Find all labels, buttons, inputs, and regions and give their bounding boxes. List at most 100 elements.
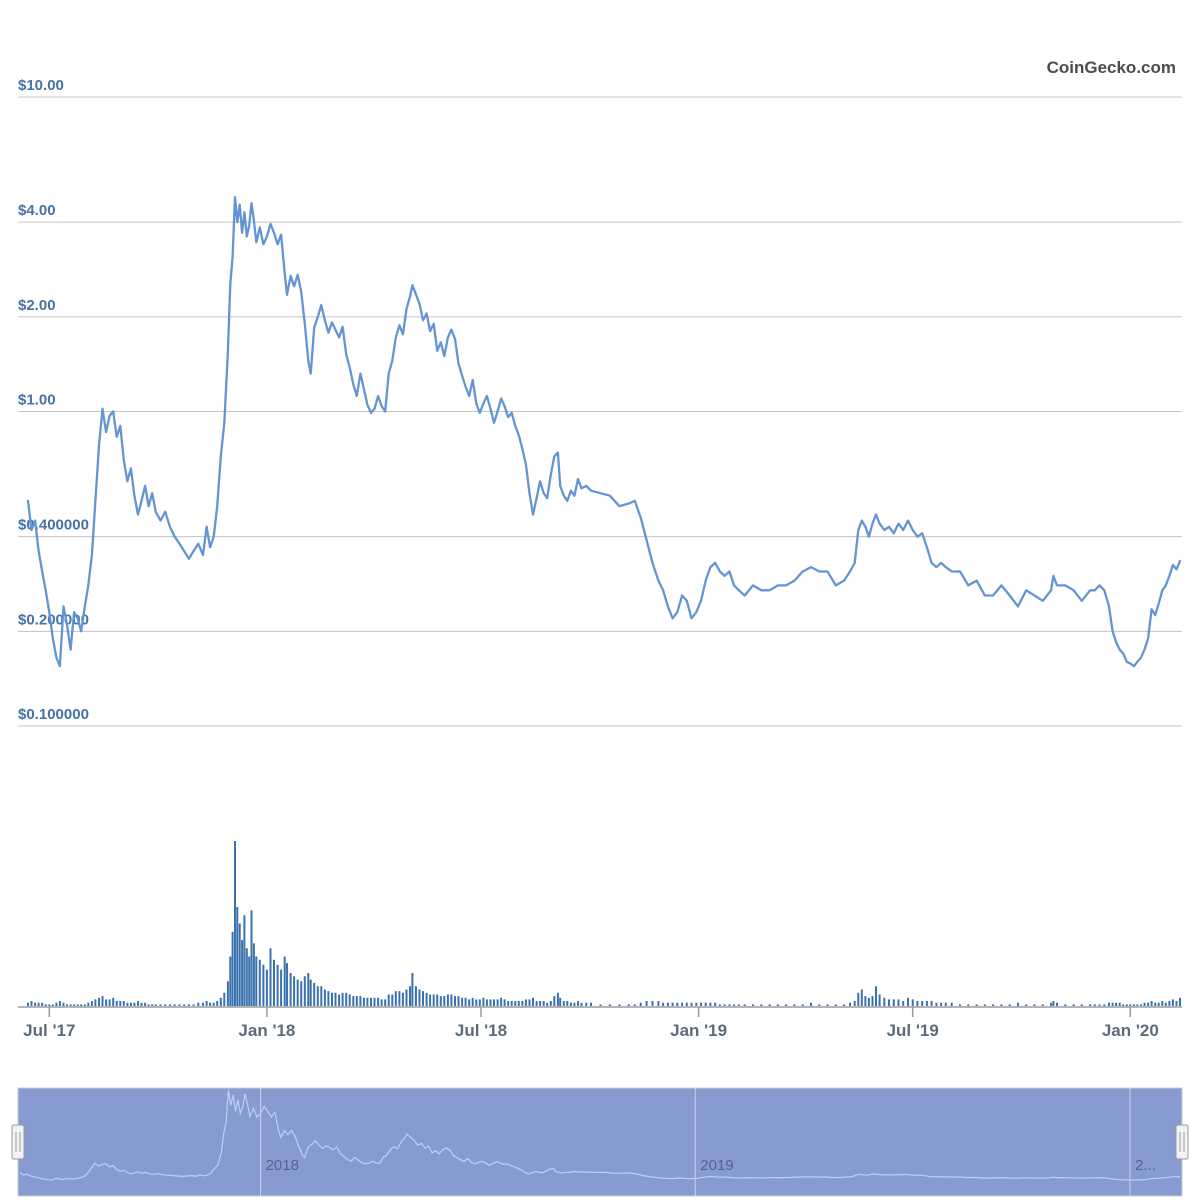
volume-bar bbox=[144, 1002, 147, 1006]
volume-bar bbox=[443, 996, 446, 1006]
coingecko-watermark: CoinGecko.com bbox=[1046, 58, 1176, 77]
x-axis-label: Jul '18 bbox=[455, 1021, 507, 1040]
volume-bar bbox=[83, 1004, 86, 1006]
volume-bar bbox=[345, 992, 348, 1006]
right-scroll-handle-grip[interactable] bbox=[1175, 1124, 1189, 1160]
volume-bar bbox=[580, 1002, 583, 1006]
volume-bar bbox=[457, 996, 460, 1006]
volume-bar bbox=[685, 1002, 688, 1006]
price-line bbox=[26, 196, 1182, 668]
volume-bar bbox=[925, 1001, 928, 1006]
volume-bar bbox=[867, 997, 870, 1007]
navigator-year-label: 2... bbox=[1135, 1157, 1156, 1174]
volume-bar bbox=[450, 994, 453, 1006]
volume-bar bbox=[810, 1002, 812, 1006]
volume-bar bbox=[1052, 1001, 1055, 1006]
volume-bar bbox=[633, 1004, 636, 1006]
volume-bar bbox=[58, 1001, 61, 1006]
volume-bar bbox=[248, 956, 251, 1006]
volume-bar bbox=[129, 1002, 132, 1006]
volume-bar bbox=[289, 973, 292, 1006]
navigator-range-mask[interactable] bbox=[17, 1087, 1183, 1197]
volume-bar bbox=[801, 1004, 804, 1006]
volume-bar bbox=[1150, 1001, 1153, 1006]
volume-bar bbox=[115, 1001, 118, 1006]
volume-bar bbox=[714, 1002, 717, 1006]
volume-bar bbox=[429, 994, 432, 1006]
volume-bar bbox=[975, 1004, 978, 1006]
volume-bar bbox=[1108, 1002, 1110, 1006]
volume-bar bbox=[907, 997, 909, 1007]
y-axis-label: $0.100000 bbox=[18, 706, 89, 723]
volume-bar bbox=[493, 999, 495, 1006]
volume-bar bbox=[341, 992, 344, 1006]
volume-bar bbox=[1098, 1004, 1101, 1006]
volume-bar bbox=[1136, 1004, 1139, 1006]
left-scroll-handle[interactable] bbox=[11, 1124, 25, 1160]
volume-bar bbox=[411, 973, 414, 1006]
volume-bar bbox=[521, 1001, 524, 1006]
y-axis-label: $2.00 bbox=[18, 297, 56, 314]
volume-bar bbox=[553, 996, 556, 1006]
volume-bar bbox=[1147, 1002, 1150, 1006]
volume-bar bbox=[414, 986, 417, 1006]
volume-bar bbox=[1175, 1001, 1178, 1006]
volume-bar bbox=[94, 999, 97, 1006]
volume-bar bbox=[916, 1001, 919, 1006]
volume-bar bbox=[331, 992, 333, 1006]
y-axis-label: $4.00 bbox=[18, 202, 56, 219]
volume-bar bbox=[436, 994, 439, 1006]
navigator[interactable]: 2018 2019 2... bbox=[0, 1078, 1200, 1200]
volume-bar bbox=[280, 969, 283, 1006]
volume-bar bbox=[1056, 1002, 1058, 1006]
volume-bar bbox=[510, 1001, 513, 1006]
volume-bar bbox=[1161, 1001, 1164, 1006]
volume-bar bbox=[229, 956, 232, 1006]
volume-bar bbox=[37, 1002, 40, 1006]
x-axis-label: Jul '19 bbox=[887, 1021, 939, 1040]
volume-bar bbox=[151, 1004, 154, 1006]
volume-bar bbox=[935, 1002, 938, 1006]
x-axis-label: Jul '17 bbox=[23, 1021, 75, 1040]
volume-bar bbox=[737, 1004, 740, 1006]
volume-bar bbox=[888, 999, 890, 1006]
volume-bar bbox=[173, 1004, 176, 1006]
volume-bar bbox=[178, 1004, 181, 1006]
volume-bar bbox=[666, 1002, 669, 1006]
volume-bar bbox=[1017, 1002, 1019, 1006]
right-scroll-handle[interactable] bbox=[1175, 1124, 1189, 1160]
volume-bar bbox=[864, 996, 867, 1006]
volume-bar bbox=[401, 992, 404, 1006]
y-axis-label: $1.00 bbox=[18, 392, 56, 409]
main-chart[interactable]: $10.00 $4.00 $2.00 $1.00 $0.400000 $0.200000 $… bbox=[0, 0, 1200, 1075]
x-axis-label: Jan '19 bbox=[670, 1021, 727, 1040]
volume-bar bbox=[475, 999, 478, 1006]
volume-bar bbox=[122, 1001, 125, 1006]
volume-bar bbox=[98, 997, 100, 1007]
volume-bar bbox=[1050, 1002, 1053, 1006]
volume-bar bbox=[101, 996, 104, 1006]
navigator-year-label: 2019 bbox=[700, 1157, 733, 1174]
volume-bar bbox=[205, 1001, 208, 1006]
volume-bar bbox=[496, 999, 499, 1006]
volume-bar bbox=[1033, 1004, 1036, 1006]
volume-bar bbox=[197, 1002, 200, 1006]
left-scroll-handle-grip[interactable] bbox=[11, 1124, 25, 1160]
volume-bar bbox=[48, 1004, 51, 1006]
volume-bar bbox=[733, 1004, 736, 1006]
volume-bar bbox=[66, 1004, 68, 1006]
volume-bar bbox=[62, 1002, 65, 1006]
volume-bar bbox=[464, 997, 467, 1007]
volume-bar bbox=[562, 1001, 565, 1006]
volume-bar bbox=[422, 991, 424, 1006]
volume-bar bbox=[500, 997, 503, 1007]
volume-bar bbox=[80, 1004, 83, 1006]
volume-bar bbox=[76, 1004, 79, 1006]
volume-bar bbox=[90, 1001, 93, 1006]
volume-bar bbox=[108, 999, 111, 1006]
volume-bar bbox=[258, 959, 261, 1006]
volume-bar bbox=[940, 1002, 943, 1006]
volume-bar bbox=[834, 1004, 837, 1006]
volume-bar bbox=[273, 959, 275, 1006]
